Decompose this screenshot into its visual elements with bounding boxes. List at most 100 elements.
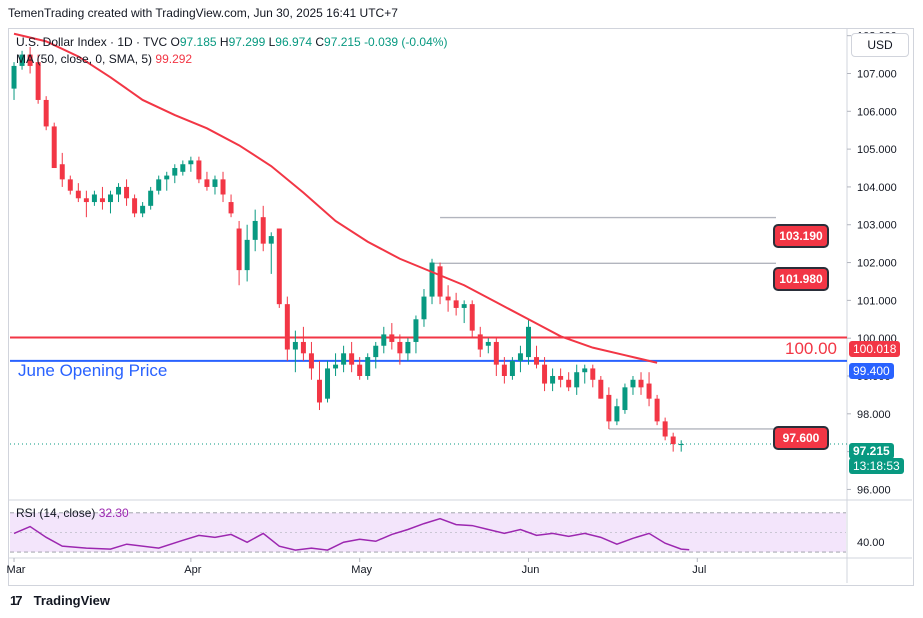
candle-body [566, 379, 572, 388]
candle-body [228, 202, 234, 214]
candle-body [582, 368, 588, 373]
candle-body [35, 62, 41, 100]
rsi-tick-label: 40.00 [857, 537, 885, 549]
candle-body [574, 372, 580, 388]
tradingview-footer[interactable]: 17 TradingView [10, 593, 110, 608]
rsi-legend[interactable]: RSI (14, close) 32.30 [16, 506, 129, 520]
candle-body [622, 387, 628, 411]
sma-50-line [13, 32, 658, 364]
tradingview-logo-icon: 17 [10, 593, 22, 608]
symbol-legend[interactable]: U.S. Dollar Index · 1D · TVC O97.185 H97… [16, 35, 447, 49]
candle-body [469, 304, 475, 331]
candle-body [132, 198, 138, 214]
candle-body [453, 300, 459, 308]
june-opening-price-label: June Opening Price [18, 361, 168, 380]
candle-body [542, 364, 548, 384]
candle-body [525, 326, 531, 358]
candle-body [188, 160, 194, 165]
candle-body [19, 54, 25, 66]
change-value: -0.039 (-0.04%) [364, 35, 448, 49]
chart-attribution: TemenTrading created with TradingView.co… [8, 6, 398, 20]
tradingview-brand: TradingView [33, 593, 110, 608]
time-tick-label: Mar [7, 564, 26, 576]
open-value: 97.185 [179, 35, 217, 49]
close-label: C [315, 35, 325, 49]
price-tick-label: 106.000 [857, 106, 897, 118]
candle-body [156, 179, 162, 191]
candle-body [140, 205, 146, 214]
candle-body [67, 179, 73, 191]
candle-body [421, 296, 427, 320]
rsi-value: 32.30 [98, 506, 129, 520]
candle-body [204, 179, 210, 187]
candle-body [630, 379, 636, 388]
candle-body [477, 334, 483, 350]
candle-body [558, 375, 564, 380]
candle-body [43, 99, 49, 127]
candle-body [180, 164, 186, 172]
price-tick-label: 104.000 [857, 182, 897, 194]
candle-body [308, 353, 314, 369]
candle-body [212, 179, 218, 187]
candle-body [83, 198, 89, 203]
candle-body [509, 360, 515, 376]
candle-body [124, 186, 130, 199]
candle-body [260, 217, 266, 244]
candle-body [550, 375, 556, 384]
candle-body [606, 394, 612, 422]
candle-body [662, 421, 668, 437]
open-label: O [170, 35, 180, 49]
candle-body [325, 368, 331, 399]
candle-body [397, 341, 403, 354]
candles [11, 47, 684, 452]
candle-body [678, 444, 684, 446]
candle-body [300, 341, 306, 354]
candle-body [534, 357, 540, 365]
rsi-pane: 40.00 [10, 512, 885, 553]
candle-body [598, 379, 604, 399]
rsi-label: RSI (14, close) [16, 506, 96, 520]
candle-body [11, 65, 17, 89]
candle-body [638, 379, 644, 388]
candle-body [27, 54, 33, 66]
candle-body [107, 194, 113, 203]
candle-body [75, 190, 81, 199]
high-label: H [219, 35, 229, 49]
time-tick-label: Apr [184, 564, 201, 576]
candle-body [646, 383, 652, 399]
candle-body [429, 262, 435, 297]
candle-body [654, 398, 660, 422]
candle-body [292, 341, 298, 350]
candle-body [365, 357, 371, 376]
candle-body [485, 341, 491, 346]
price-tick-label: 105.000 [857, 144, 897, 156]
last-price-tag: 97.215 [849, 443, 894, 459]
candle-body [493, 341, 499, 365]
symbol-title: U.S. Dollar Index · 1D · TVC [16, 35, 168, 49]
candle-body [413, 319, 419, 342]
candle-body [276, 228, 282, 305]
chart-grid [8, 28, 912, 583]
price-tick-label: 107.000 [857, 68, 897, 80]
candle-body [284, 304, 290, 350]
candle-body [99, 198, 105, 203]
time-tick-label: Jul [692, 564, 706, 576]
candle-body [333, 364, 339, 369]
ma-legend[interactable]: MA (50, close, 0, SMA, 5) 99.292 [16, 52, 192, 66]
rsi-line [13, 517, 690, 551]
callout-97-600: 97.600 [773, 426, 829, 450]
candle-body [316, 379, 322, 403]
candle-body [268, 236, 274, 244]
candle-body [501, 364, 507, 376]
candle-body [357, 364, 363, 376]
candle-body [437, 266, 443, 297]
low-value: 96.974 [275, 35, 312, 49]
candle-body [373, 345, 379, 358]
candle-body [164, 175, 170, 180]
horizontal-lines [10, 216, 847, 445]
currency-button[interactable]: USD [851, 33, 909, 57]
callout-103-190: 103.190 [773, 224, 829, 248]
bar-countdown-tag: 13:18:53 [849, 458, 904, 474]
candle-body [381, 334, 387, 346]
